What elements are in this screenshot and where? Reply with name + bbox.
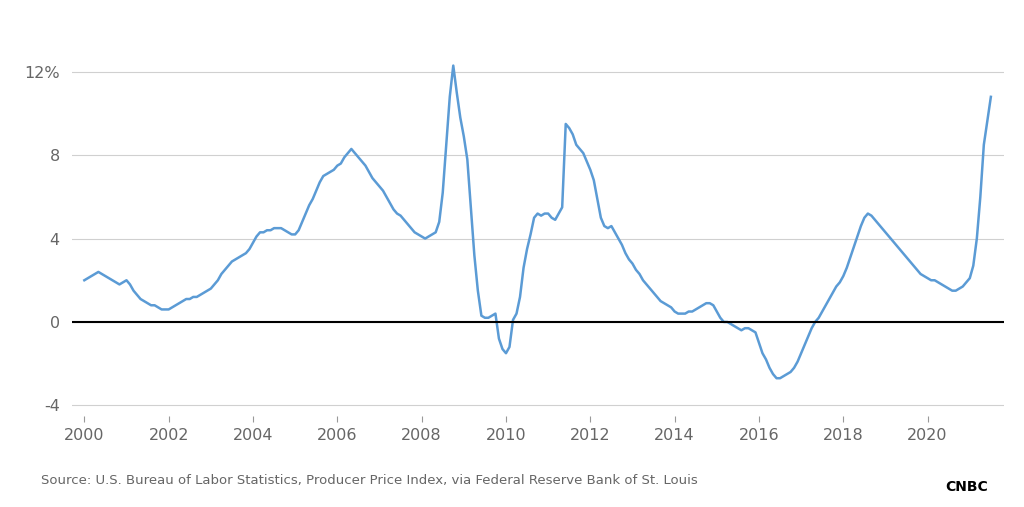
Text: Source: U.S. Bureau of Labor Statistics, Producer Price Index, via Federal Reser: Source: U.S. Bureau of Labor Statistics,… <box>41 474 697 487</box>
Text: CNBC: CNBC <box>945 480 988 494</box>
